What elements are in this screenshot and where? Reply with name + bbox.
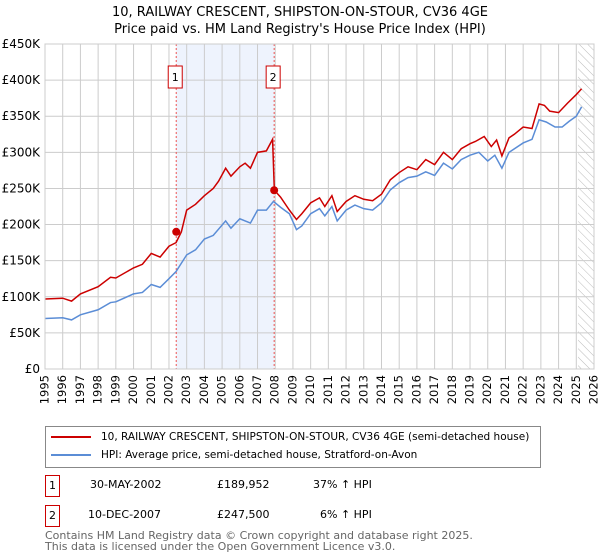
annotation-label: 1 [172,71,179,84]
chart-title: 10, RAILWAY CRESCENT, SHIPSTON-ON-STOUR,… [112,5,488,20]
y-tick-label: £200K [2,218,42,232]
y-tick-label: £0 [25,362,40,376]
transaction-row: 2 10-DEC-2007 £247,500 6% ↑ HPI [45,505,545,527]
x-tick-label: 2021 [498,375,512,404]
footer-line: This data is licensed under the Open Gov… [45,540,396,553]
x-tick-label: 1996 [55,375,69,404]
transaction-date: 30-MAY-2002 [90,478,162,491]
transaction-date: 10-DEC-2007 [88,508,162,521]
x-tick-label: 2022 [516,375,530,404]
x-tick-label: 2009 [285,375,299,404]
x-tick-label: 2012 [339,375,353,404]
x-tick-label: 1998 [91,375,105,404]
transaction-row: 1 30-MAY-2002 £189,952 37% ↑ HPI [45,475,545,497]
series-line [44,106,583,321]
x-tick-label: 2013 [356,375,370,404]
x-tick-label: 2000 [126,375,140,404]
transaction-badge: 1 [45,475,60,497]
x-tick-label: 2001 [144,375,158,404]
legend-label: HPI: Average price, semi-detached house,… [101,449,418,461]
transaction-badge: 2 [45,505,60,527]
y-tick-label: £400K [2,73,42,87]
sale-point [172,227,181,236]
x-tick-label: 1999 [108,375,122,404]
y-tick-label: £300K [2,145,42,159]
y-tick-label: £100K [2,290,42,304]
x-tick-label: 2005 [215,375,229,404]
chart-subtitle: Price paid vs. HM Land Registry's House … [114,22,486,37]
x-tick-label: 2019 [463,375,477,404]
y-tick-label: £350K [2,109,42,123]
y-tick-label: £150K [2,254,42,268]
x-tick-label: 2006 [232,375,246,404]
y-tick-label: £450K [2,37,42,51]
x-tick-label: 2026 [587,375,600,404]
legend: 10, RAILWAY CRESCENT, SHIPSTON-ON-STOUR,… [45,426,541,468]
annotation-badge [167,65,183,89]
series-line [44,88,583,302]
chart-plot: 1995 1996 1997 1998 1999 2000 2001 2002 2003 2004… [2,37,600,404]
x-tick-label: 2018 [445,375,459,404]
x-tick-label: 2015 [392,375,406,404]
x-tick-label: 1997 [73,375,87,404]
x-tick-label: 2020 [480,375,494,404]
transaction-price: £189,952 [217,478,270,491]
transaction-hpi: 37% ↑ HPI [313,478,372,491]
x-tick-label: 2016 [409,375,423,404]
y-tick-label: £250K [2,181,42,195]
x-tick-label: 2023 [533,375,547,404]
legend-swatch [51,436,91,438]
footer: Contains HM Land Registry data © Crown c… [45,530,473,552]
x-tick-label: 2004 [197,375,211,404]
annotation-label: 2 [270,71,277,84]
annotation-badge [265,65,281,89]
x-tick-label: 2002 [161,375,175,404]
x-tick-label: 2003 [179,375,193,404]
x-tick-label: 2010 [303,375,317,404]
transaction-price: £247,500 [217,508,270,521]
x-tick-label: 2008 [268,375,282,404]
legend-item-hpi: HPI: Average price, semi-detached house,… [51,449,417,461]
x-tick-label: 2011 [321,375,335,404]
x-tick-label: 2024 [551,375,565,404]
legend-swatch [51,454,91,456]
x-tick-label: 2014 [374,375,388,404]
forecast-hatch [578,44,594,369]
x-tick-label: 1995 [38,375,52,404]
x-tick-label: 2025 [569,375,583,404]
footer-line: Contains HM Land Registry data © Crown c… [45,529,473,542]
sale-point [270,186,279,195]
legend-label: 10, RAILWAY CRESCENT, SHIPSTON-ON-STOUR,… [101,431,530,443]
x-tick-label: 2007 [250,375,264,404]
x-tick-label: 2017 [427,375,441,404]
plot-border [44,43,595,370]
transaction-hpi: 6% ↑ HPI [320,508,372,521]
y-tick-label: £50K [9,326,41,340]
legend-item-property: 10, RAILWAY CRESCENT, SHIPSTON-ON-STOUR,… [51,431,529,443]
